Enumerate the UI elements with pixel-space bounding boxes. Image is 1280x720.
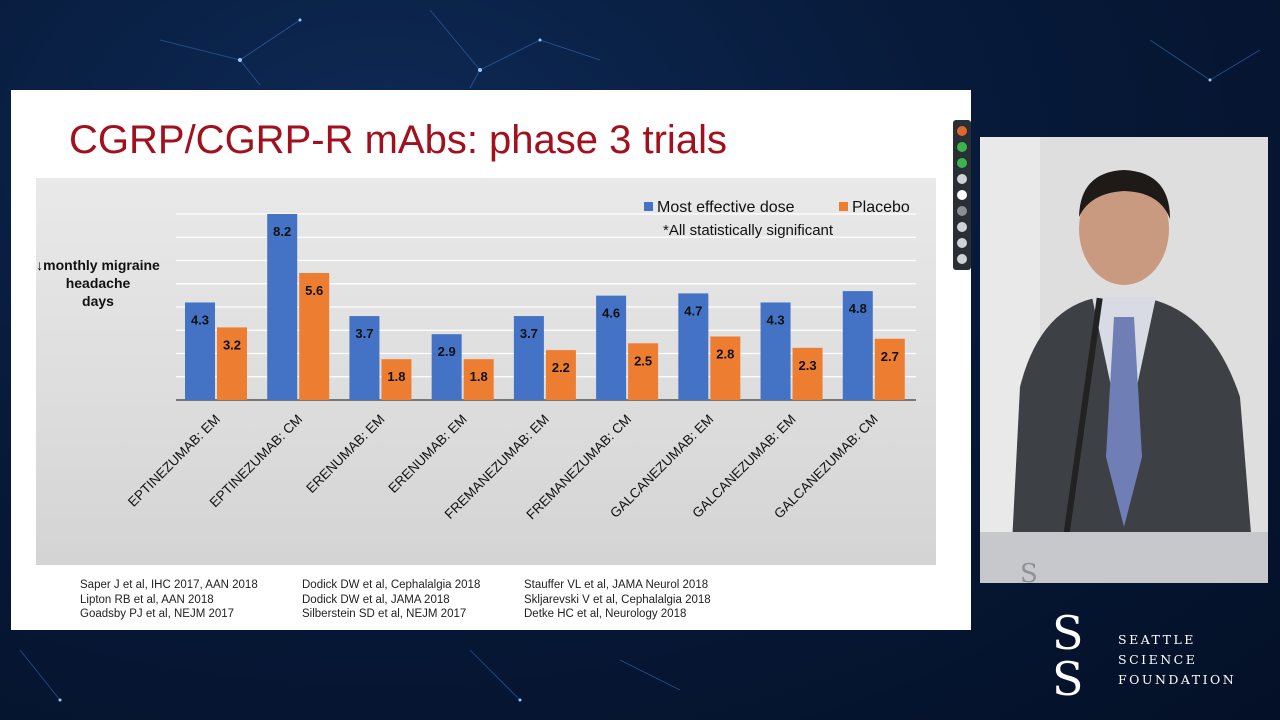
bar-chart: ↓monthly migraine headache days 4.3 3.2 EPTIN… xyxy=(36,199,916,522)
data-label: 3.2 xyxy=(223,337,241,352)
speaker-figure: S xyxy=(980,137,1268,583)
bar xyxy=(349,316,380,400)
data-label: 2.5 xyxy=(634,353,652,368)
settings-icon[interactable] xyxy=(957,206,967,216)
data-label: 2.7 xyxy=(881,349,899,364)
reference-item: Dodick DW et al, Cephalalgia 2018 xyxy=(302,579,481,591)
references-column-1: Saper J et al, IHC 2017, AAN 2018 Lipton… xyxy=(80,578,258,622)
reference-item: Detke HC et al, Neurology 2018 xyxy=(524,608,687,620)
x-tick-label: EPTINEZUMAB: CM xyxy=(207,412,306,511)
bar xyxy=(463,359,494,400)
slide-title: CGRP/CGRP-R mAbs: phase 3 trials xyxy=(69,118,727,162)
data-label: 1.8 xyxy=(387,369,405,384)
microphone-icon[interactable] xyxy=(957,142,967,152)
bar xyxy=(596,295,627,400)
data-label: 4.3 xyxy=(767,312,785,327)
bar xyxy=(874,338,905,400)
bar xyxy=(628,343,659,400)
data-label: 2.3 xyxy=(799,358,817,373)
reference-item: Skljarevski V et al, Cephalalgia 2018 xyxy=(524,593,711,606)
bar xyxy=(842,291,873,400)
legend-entry: Placebo xyxy=(852,199,910,216)
reference-item: Lipton RB et al, AAN 2018 xyxy=(80,593,214,606)
bar xyxy=(299,272,330,400)
bar xyxy=(760,302,791,400)
bar xyxy=(381,359,412,400)
data-label: 2.9 xyxy=(438,344,456,359)
pen-icon[interactable] xyxy=(957,254,967,264)
bar xyxy=(792,347,823,400)
data-label: 5.6 xyxy=(305,283,323,298)
y-axis-label: days xyxy=(82,293,114,309)
data-label: 4.7 xyxy=(684,303,702,318)
data-label: 4.8 xyxy=(849,301,867,316)
x-tick-label: ERENUMAB: EM xyxy=(385,412,469,496)
logo-text: SEATTLE SCIENCE FOUNDATION xyxy=(1118,632,1237,687)
bar xyxy=(267,214,298,400)
bar xyxy=(545,350,576,400)
reference-item: Silberstein SD et al, NEJM 2017 xyxy=(302,608,467,620)
participants-icon[interactable] xyxy=(957,222,967,232)
data-label: 3.7 xyxy=(520,326,538,341)
legend-entry: Most effective dose xyxy=(657,199,795,216)
chart-annotation: *All statistically significant xyxy=(663,222,834,239)
meeting-toolbar xyxy=(953,120,971,270)
bar xyxy=(185,302,215,400)
reference-item: Goadsby PJ et al, NEJM 2017 xyxy=(80,608,235,620)
play-icon[interactable] xyxy=(957,190,967,200)
legend-swatch xyxy=(839,202,848,211)
bar xyxy=(431,334,462,400)
x-tick-label: ERENUMAB: EM xyxy=(303,412,387,496)
bar xyxy=(513,316,544,400)
reference-item: Dodick DW et al, JAMA 2018 xyxy=(302,593,450,606)
references-column-2: Dodick DW et al, Cephalalgia 2018 Dodick… xyxy=(302,578,480,622)
x-tick-label: EPTINEZUMAB: EM xyxy=(125,412,223,510)
presentation-slide: CGRP/CGRP-R mAbs: phase 3 trials ↓monthl… xyxy=(11,90,971,630)
reference-item: Stauffer VL et al, JAMA Neurol 2018 xyxy=(524,579,709,591)
bar xyxy=(678,293,709,400)
reference-item: Saper J et al, IHC 2017, AAN 2018 xyxy=(80,579,258,591)
camera-icon[interactable] xyxy=(957,158,967,168)
y-axis-label: ↓monthly migraine xyxy=(36,257,160,273)
chat-icon[interactable] xyxy=(957,238,967,248)
data-label: 1.8 xyxy=(470,369,488,384)
y-axis-label: headache xyxy=(66,275,131,291)
bar xyxy=(217,327,247,400)
bar-chart-panel: ↓monthly migraine headache days 4.3 3.2 EPTIN… xyxy=(36,178,936,565)
screen-share-icon[interactable] xyxy=(957,174,967,184)
back-icon[interactable] xyxy=(957,126,967,136)
references-column-3: Stauffer VL et al, JAMA Neurol 2018 Sklj… xyxy=(524,578,711,622)
speaker-video: S xyxy=(980,137,1268,583)
data-label: 2.8 xyxy=(716,346,734,361)
svg-text:S: S xyxy=(1020,559,1038,583)
legend-swatch xyxy=(644,202,653,211)
bar xyxy=(710,336,741,400)
data-label: 8.2 xyxy=(273,224,291,239)
data-label: 4.3 xyxy=(191,312,209,327)
data-label: 3.7 xyxy=(355,326,373,341)
data-label: 4.6 xyxy=(602,306,620,321)
data-label: 2.2 xyxy=(552,360,570,375)
